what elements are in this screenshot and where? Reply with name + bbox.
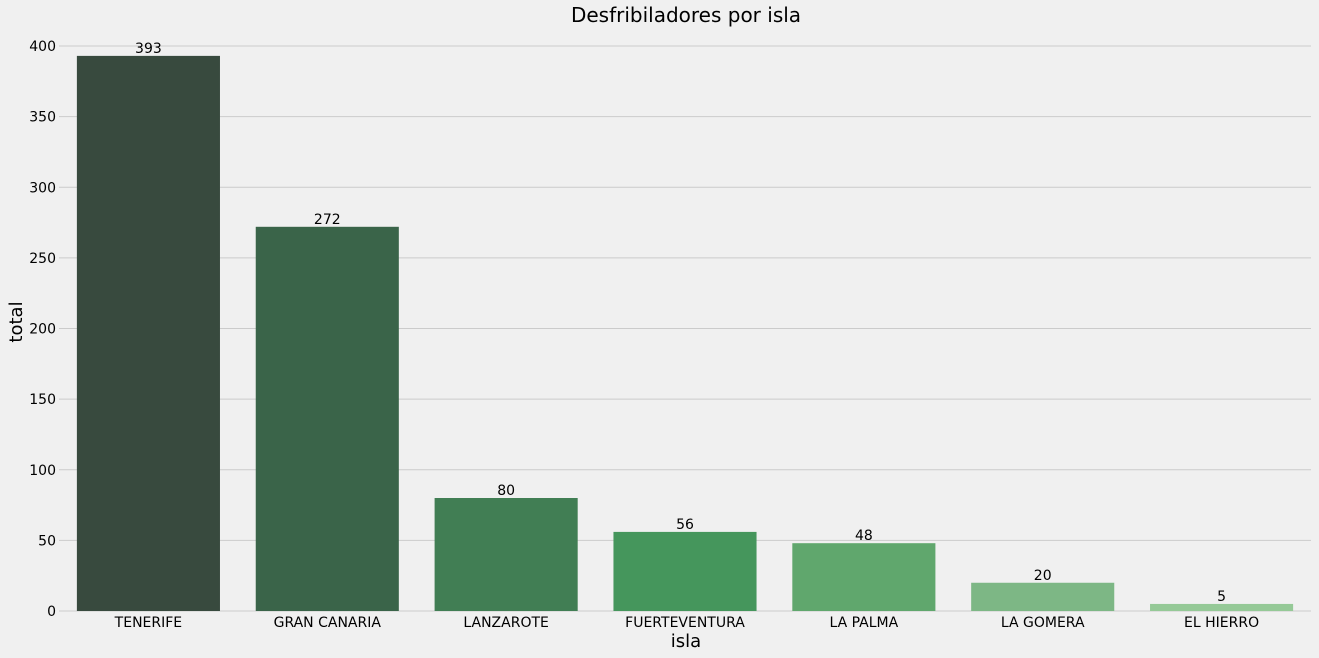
y-tick-label: 300	[29, 180, 56, 196]
chart-title: Desfribiladores por isla	[571, 3, 801, 27]
bar-value-label: 80	[497, 483, 515, 499]
y-tick-label: 150	[29, 392, 56, 408]
bar-value-label: 272	[314, 212, 341, 228]
bar-value-label: 393	[135, 41, 162, 57]
x-tick-label: LANZAROTE	[463, 615, 548, 631]
bar-value-labels: 393 272 80 56 48 20 5	[135, 41, 1226, 605]
bar	[76, 55, 220, 611]
y-axis-label: total	[6, 301, 27, 342]
y-tick-label: 200	[29, 322, 56, 338]
x-tick-label: GRAN CANARIA	[274, 615, 382, 631]
bar	[971, 582, 1115, 611]
x-tick-label: TENERIFE	[114, 615, 182, 631]
y-axis-ticks: 0 50 100 150 200 250 300 350 400	[29, 39, 56, 620]
x-tick-label: FUERTEVENTURA	[625, 615, 745, 631]
bar	[255, 226, 399, 612]
x-tick-label: LA GOMERA	[1001, 615, 1085, 631]
y-tick-label: 400	[29, 39, 56, 55]
y-tick-label: 100	[29, 463, 56, 479]
bar	[613, 531, 757, 611]
bar-value-label: 56	[676, 517, 694, 533]
y-tick-label: 50	[38, 533, 56, 549]
bar-value-label: 20	[1034, 568, 1052, 584]
x-axis-ticks: TENERIFE GRAN CANARIA LANZAROTE FUERTEVENTU…	[114, 615, 1259, 631]
x-tick-label: EL HIERRO	[1184, 615, 1259, 631]
bar	[792, 543, 936, 611]
bar	[1150, 603, 1294, 611]
x-tick-label: LA PALMA	[829, 615, 898, 631]
x-axis-label: isla	[671, 631, 701, 652]
bar-value-label: 5	[1217, 589, 1226, 605]
bars	[76, 55, 1294, 612]
y-tick-label: 350	[29, 110, 56, 126]
y-tick-label: 0	[47, 604, 56, 620]
bar-value-label: 48	[855, 528, 873, 544]
bar	[434, 498, 578, 611]
y-tick-label: 250	[29, 251, 56, 267]
